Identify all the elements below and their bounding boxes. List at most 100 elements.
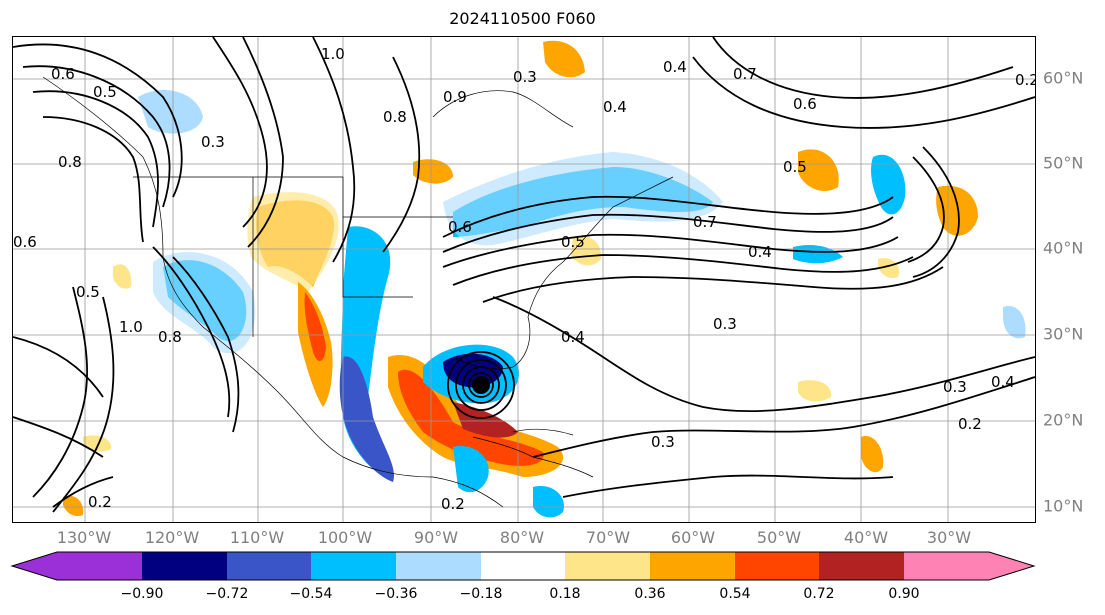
contour-label: 1.0 [119, 318, 143, 336]
contour-label: 0.9 [443, 88, 467, 106]
shade-great-lakes-orange [413, 159, 453, 184]
shade-rockies-yellow [247, 192, 339, 292]
colorbar-segment [311, 552, 396, 580]
contour-label: 1.0 [321, 45, 345, 63]
colorbar-tick-label: −0.72 [205, 586, 249, 602]
shade-atlantic-blue [870, 154, 906, 215]
contour-label: 0.2 [1015, 71, 1035, 89]
lat-label: 40°N [1043, 238, 1084, 258]
colorbar-tick-label: −0.90 [120, 586, 164, 602]
contour-lines [13, 37, 1035, 513]
contour-label: 0.2 [441, 495, 465, 513]
shade-hudson-orange [543, 40, 585, 78]
shade-atlantic-orange [936, 185, 978, 236]
contour-label: 0.5 [76, 283, 100, 301]
shade-central-am-blue [453, 446, 489, 493]
colorbar-segment [819, 552, 904, 580]
shade-pacific-sw-yellow [83, 435, 112, 452]
lon-label: 30°W [926, 528, 972, 547]
contour-label: 0.3 [943, 378, 967, 396]
contour-label: 0.4 [663, 58, 687, 76]
contour-label: 0.7 [693, 213, 717, 231]
lat-label: 50°N [1043, 153, 1084, 173]
shade-mid-atlantic-yellow [798, 380, 832, 402]
contour-label: 0.5 [783, 158, 807, 176]
shade-mexico-darkblue [339, 356, 394, 482]
lon-label: 40°W [843, 528, 889, 547]
colorbar-segment [396, 552, 481, 580]
contour-label: 0.5 [561, 233, 585, 251]
colorbar [10, 551, 1036, 581]
shade-gulf-red [398, 369, 544, 466]
coastlines [42, 76, 674, 508]
colorbar-outline [10, 551, 1036, 581]
contour-label: 0.6 [51, 65, 75, 83]
contour-label: 0.3 [513, 68, 537, 86]
lon-label: 110°W [229, 528, 285, 547]
lat-label: 60°N [1043, 68, 1084, 88]
contour-label: 0.3 [651, 433, 675, 451]
colorbar-segment [735, 552, 819, 580]
shade-atlantic-mid-yellow [878, 258, 900, 279]
storm-center-marker [472, 376, 490, 394]
contour-label: 0.2 [958, 415, 982, 433]
contour-label: 0.7 [733, 65, 757, 83]
shade-atlantic-south-yellow [861, 436, 884, 473]
colorbar-segment [227, 552, 311, 580]
contour-labels: 1.0 0.6 0.5 0.3 0.8 0.9 0.4 0.7 0.6 0.2 … [13, 45, 1035, 513]
lon-label: 130°W [56, 528, 112, 547]
lon-label: 120°W [144, 528, 200, 547]
contour-label: 0.5 [93, 83, 117, 101]
contour-label: 0.8 [58, 153, 82, 171]
shade-atlantic-orange-2 [798, 149, 839, 192]
colorbar-segment [142, 552, 227, 580]
lon-label: 70°W [585, 528, 631, 547]
colorbar-segment [650, 552, 735, 580]
colorbar-tick-label: −0.36 [374, 586, 418, 602]
colorbar-tick-label: −0.18 [459, 586, 503, 602]
colorbar-segment [989, 552, 1034, 580]
lon-label: 80°W [499, 528, 545, 547]
contour-label: 0.4 [748, 243, 772, 261]
colorbar-tick-label: 0.54 [719, 586, 751, 602]
colorbar-segment [57, 552, 142, 580]
colorbar-segment [565, 552, 650, 580]
contour-label: 0.3 [201, 133, 225, 151]
shade-east-coast-yellow [571, 235, 602, 266]
lon-label: 90°W [413, 528, 459, 547]
contour-label: 0.6 [13, 233, 37, 251]
shade-atlantic-east-blue [1003, 306, 1026, 339]
contour-label: 0.4 [603, 98, 627, 116]
colorbar-segment [904, 552, 989, 580]
contour-label: 0.8 [383, 108, 407, 126]
colorbar-tick-label: 0.90 [888, 586, 920, 602]
colorbar-tick-label: 0.72 [803, 586, 835, 602]
shade-gulf-darkred [453, 402, 518, 438]
colorbar-tick-label: 0.18 [549, 586, 581, 602]
colorbar-segment [481, 552, 565, 580]
shade-plains-red-core [304, 292, 326, 362]
lon-label: 100°W [317, 528, 373, 547]
contour-label: 0.3 [713, 315, 737, 333]
contour-label: 0.4 [561, 328, 585, 346]
weather-map: 1.0 0.6 0.5 0.3 0.8 0.9 0.4 0.7 0.6 0.2 … [13, 37, 1035, 522]
contour-label: 0.6 [448, 218, 472, 236]
colorbar-tick-label: −0.54 [289, 586, 333, 602]
shade-pacific-far-south-yellow [63, 495, 84, 517]
colorbar-segment [12, 552, 57, 580]
lon-label: 50°W [756, 528, 802, 547]
contour-label: 0.8 [158, 328, 182, 346]
lon-label: 60°W [670, 528, 716, 547]
map-title: 2024110500 F060 [449, 9, 596, 28]
shade-baja-yellow [113, 264, 132, 289]
map-panel: 1.0 0.6 0.5 0.3 0.8 0.9 0.4 0.7 0.6 0.2 … [12, 36, 1036, 523]
shade-carib-blue [533, 486, 564, 518]
lat-label: 20°N [1043, 410, 1084, 430]
shade-atlantic-mid-blue [793, 245, 843, 264]
lat-label: 10°N [1043, 496, 1084, 516]
contour-label: 0.6 [793, 95, 817, 113]
contour-label: 0.2 [88, 493, 112, 511]
colorbar-tick-label: 0.36 [634, 586, 666, 602]
lat-label: 30°N [1043, 324, 1084, 344]
shaded-fields [63, 40, 1026, 518]
